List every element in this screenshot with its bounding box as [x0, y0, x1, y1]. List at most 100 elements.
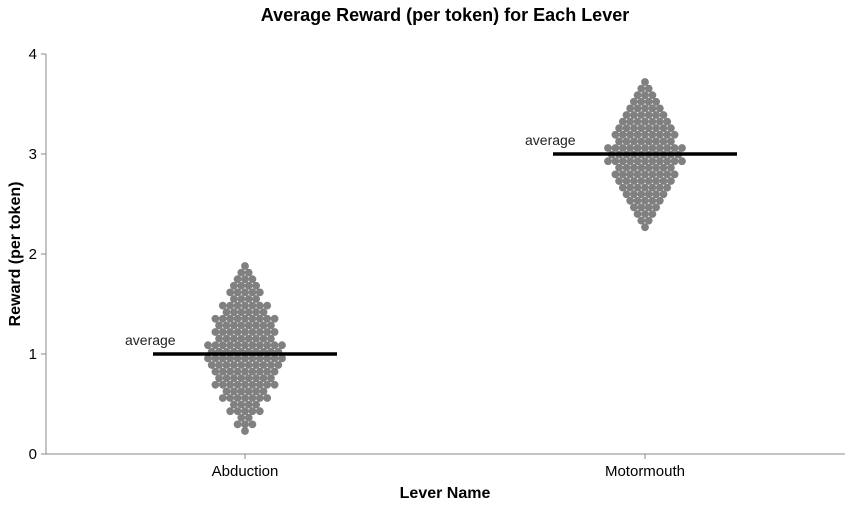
data-point — [222, 361, 231, 369]
data-point — [263, 367, 272, 376]
data-point — [233, 420, 242, 429]
data-point — [626, 117, 635, 126]
data-point — [204, 354, 212, 363]
data-point — [652, 163, 660, 172]
data-point — [644, 124, 653, 133]
data-point — [263, 354, 272, 363]
data-point — [244, 387, 253, 396]
y-tick-label: 1 — [29, 346, 37, 363]
data-point — [270, 314, 279, 323]
data-point — [211, 328, 220, 336]
data-point — [241, 301, 249, 310]
data-point — [252, 361, 260, 369]
data-point — [652, 111, 660, 119]
data-point — [626, 170, 635, 179]
data-point — [618, 130, 627, 139]
data-point — [622, 163, 631, 172]
data-point — [630, 163, 638, 172]
data-point — [604, 144, 612, 152]
data-point — [270, 380, 279, 389]
data-point — [618, 117, 627, 126]
data-point — [630, 203, 638, 212]
data-point — [641, 157, 649, 166]
data-point — [263, 328, 272, 336]
data-point — [622, 137, 631, 146]
data-point — [244, 308, 253, 317]
data-point — [207, 361, 216, 369]
data-point — [278, 341, 286, 350]
data-point — [237, 400, 246, 409]
data-point — [226, 354, 235, 363]
data-point — [644, 111, 653, 119]
data-point — [222, 387, 231, 396]
data-point — [644, 216, 653, 225]
data-point — [615, 124, 623, 133]
data-point — [230, 400, 238, 409]
data-point — [248, 367, 257, 376]
data-point — [218, 328, 227, 336]
data-point — [652, 124, 660, 133]
data-point — [630, 111, 638, 119]
data-point — [626, 183, 635, 192]
data-point — [648, 144, 657, 152]
data-point — [641, 196, 649, 205]
y-axis: 0 1 2 3 4 — [29, 46, 47, 463]
data-point — [255, 328, 264, 336]
y-tick-label: 4 — [29, 46, 37, 63]
data-point — [241, 328, 249, 336]
data-point — [641, 223, 649, 232]
data-point — [252, 374, 260, 383]
points-layer — [204, 78, 686, 435]
data-point — [244, 413, 253, 422]
data-point — [226, 407, 235, 416]
data-point — [230, 281, 238, 290]
data-point — [667, 163, 675, 172]
data-point — [618, 170, 627, 179]
data-point — [637, 190, 646, 199]
y-tick-label: 3 — [29, 146, 37, 163]
data-point — [667, 124, 675, 133]
data-point — [633, 157, 642, 166]
data-point — [252, 334, 260, 343]
data-point — [218, 394, 227, 402]
data-point — [604, 157, 612, 166]
data-point — [218, 380, 227, 389]
data-point — [248, 380, 257, 389]
data-point — [259, 308, 268, 317]
mean-label: average — [125, 332, 176, 348]
data-point — [244, 400, 253, 409]
data-point — [211, 314, 220, 323]
data-point — [611, 157, 620, 166]
data-point — [630, 190, 638, 199]
data-point — [255, 394, 264, 402]
data-point — [215, 361, 224, 369]
data-point — [248, 314, 257, 323]
data-point — [244, 281, 253, 290]
data-point — [637, 84, 646, 93]
data-point — [263, 314, 272, 323]
data-point — [244, 295, 253, 303]
data-point — [655, 196, 664, 205]
data-point — [237, 374, 246, 383]
data-point — [263, 394, 272, 402]
means-layer: average average — [125, 132, 737, 356]
data-point — [633, 196, 642, 205]
data-point — [255, 341, 264, 350]
data-point — [241, 275, 249, 284]
data-point — [215, 321, 224, 330]
data-point — [663, 130, 672, 139]
data-point — [252, 321, 260, 330]
data-point — [667, 137, 675, 146]
data-point — [622, 111, 631, 119]
data-point — [233, 367, 242, 376]
data-point — [218, 314, 227, 323]
data-point — [255, 288, 264, 297]
data-point — [659, 137, 668, 146]
data-point — [226, 341, 235, 350]
data-point — [211, 341, 220, 350]
data-point — [244, 321, 253, 330]
data-point — [222, 308, 231, 317]
mean-label: average — [525, 132, 576, 148]
data-point — [248, 407, 257, 416]
data-point — [211, 354, 220, 363]
